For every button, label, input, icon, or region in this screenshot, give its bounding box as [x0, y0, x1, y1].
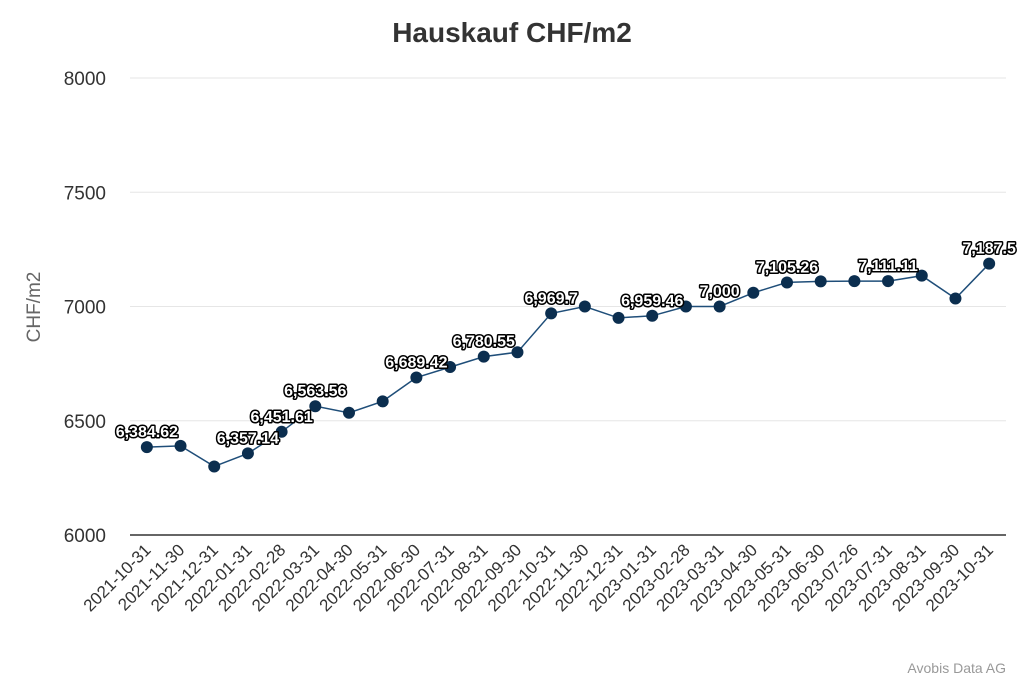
- credit-text: Avobis Data AG: [907, 660, 1006, 676]
- y-tick-label: 7500: [64, 183, 106, 204]
- y-tick-label: 6500: [64, 412, 106, 433]
- data-label: 6,357.14: [217, 430, 279, 447]
- data-point: [343, 406, 355, 419]
- data-label: 6,563.56: [284, 383, 346, 400]
- data-label: 6,959.46: [621, 293, 683, 310]
- data-point: [747, 286, 760, 299]
- data-point: [376, 395, 389, 408]
- data-point: [241, 447, 254, 460]
- x-axis-ticks: 2021-10-312021-11-302021-12-312022-01-31…: [80, 540, 997, 615]
- data-point: [275, 425, 288, 438]
- data-label: 7,187.5: [962, 241, 1015, 258]
- data-point: [477, 350, 490, 363]
- data-labels: 6,384.62 6,357.14 6,451.61 6,563.56 6,689.42…: [114, 239, 1017, 449]
- y-tick-label: 8000: [64, 69, 106, 90]
- data-point: [578, 300, 591, 313]
- y-tick-label: 6000: [64, 526, 106, 547]
- data-label: 7,111.11: [858, 258, 918, 275]
- chart-title: Hauskauf CHF/m2: [392, 17, 632, 48]
- data-point: [309, 400, 322, 413]
- data-points: [140, 257, 996, 473]
- data-point: [208, 460, 221, 473]
- grid-lines: [130, 77, 1006, 422]
- data-label: 6,969.7: [524, 290, 577, 307]
- data-label: 7,105.26: [756, 259, 818, 276]
- data-point: [679, 300, 692, 313]
- data-point: [882, 275, 895, 288]
- data-label: 7,000: [700, 284, 740, 301]
- data-point: [174, 439, 187, 452]
- data-label: 6,384.62: [116, 424, 178, 441]
- data-point: [511, 346, 524, 359]
- y-tick-label: 7000: [64, 298, 106, 319]
- data-point: [781, 276, 793, 289]
- data-point: [915, 269, 928, 282]
- data-point: [612, 311, 625, 324]
- data-point: [814, 275, 827, 288]
- data-point: [949, 292, 962, 305]
- data-point: [545, 307, 558, 320]
- data-point: [444, 361, 457, 374]
- data-point: [140, 441, 153, 454]
- y-axis-ticks: 6000 6500 7000 7500 8000: [64, 69, 106, 547]
- data-label: 6,689.42: [385, 354, 447, 371]
- data-point: [983, 257, 996, 270]
- data-label: 6,780.55: [453, 334, 515, 351]
- data-point: [713, 300, 726, 313]
- data-label: 6,451.61: [250, 409, 312, 426]
- data-point: [848, 275, 861, 288]
- data-point: [646, 309, 659, 322]
- y-axis-label: CHF/m2: [24, 272, 45, 343]
- data-point: [410, 371, 423, 384]
